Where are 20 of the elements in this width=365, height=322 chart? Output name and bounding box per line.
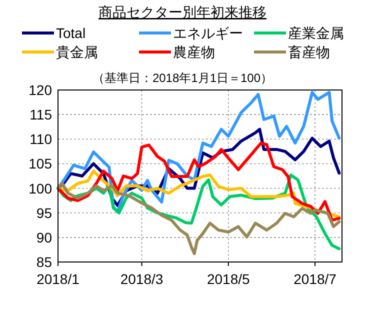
xtick: 2018/5 bbox=[206, 271, 250, 287]
legend-label: 産業金属 bbox=[288, 25, 344, 41]
xtick: 2018/3 bbox=[120, 271, 164, 287]
ytick: 115 bbox=[30, 106, 52, 123]
ytick: 105 bbox=[28, 156, 52, 172]
ytick: 120 bbox=[28, 82, 52, 98]
ytick: 85 bbox=[36, 254, 52, 270]
xtick: 2018/1 bbox=[36, 271, 80, 287]
legend-label: 畜産物 bbox=[288, 44, 330, 60]
subtitle: （基準日：2018年1月1日＝100） bbox=[92, 71, 273, 85]
legend-label: 農産物 bbox=[173, 44, 215, 60]
ytick: 95 bbox=[36, 204, 52, 221]
ytick: 90 bbox=[36, 229, 52, 246]
legend-label: 貴金属 bbox=[56, 44, 98, 60]
legend-label: Total bbox=[56, 25, 86, 41]
ytick: 110 bbox=[30, 131, 52, 148]
xtick: 2018/7 bbox=[294, 271, 336, 287]
title: 商品セクター別年初来推移 bbox=[98, 4, 266, 20]
legend-label: エネルギー bbox=[173, 25, 243, 41]
ytick: 100 bbox=[28, 180, 52, 196]
